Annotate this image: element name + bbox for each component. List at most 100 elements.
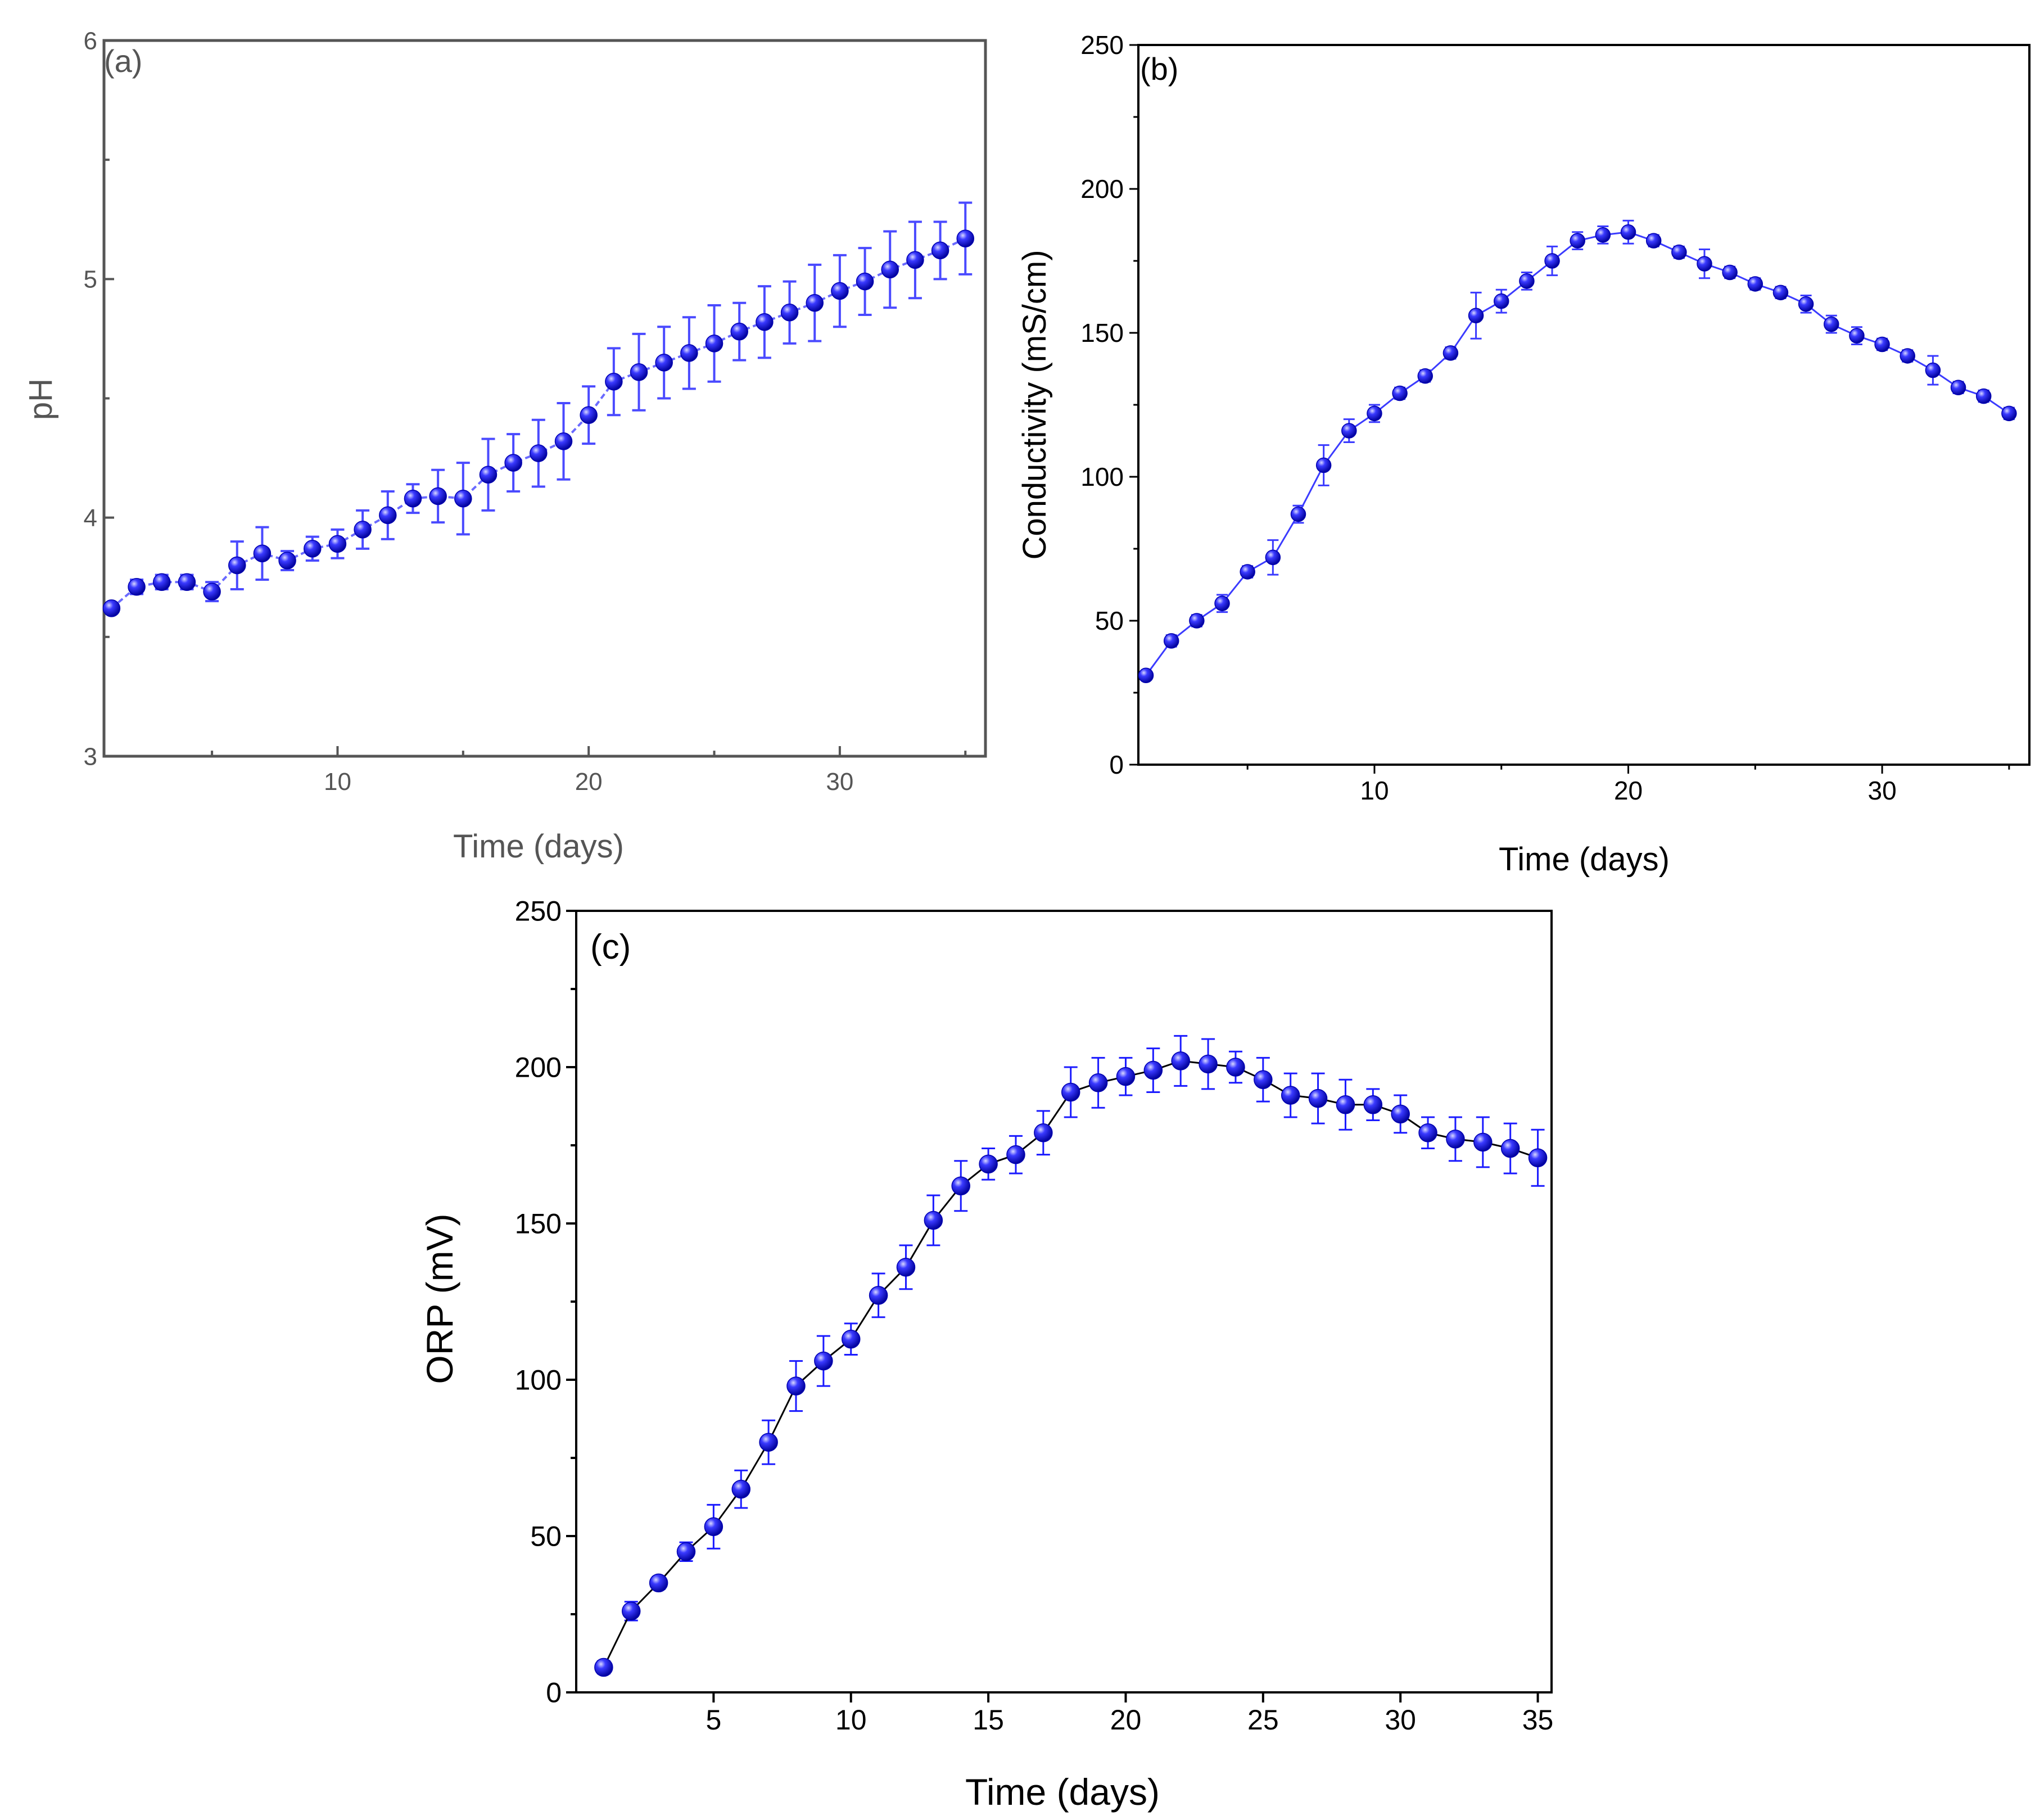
data-point <box>1493 293 1509 309</box>
y-tick-label: 150 <box>1080 318 1124 347</box>
data-point <box>253 544 272 563</box>
data-point <box>1240 564 1255 580</box>
data-point <box>1006 1145 1025 1164</box>
data-point <box>594 1658 613 1677</box>
panel-a-x-axis-label: Time (days) <box>453 828 624 865</box>
data-point <box>102 599 121 617</box>
data-point <box>1925 362 1941 378</box>
data-point <box>680 344 698 362</box>
y-tick-label: 0 <box>546 1677 562 1709</box>
panel-b-x-axis-label: Time (days) <box>1499 841 1670 878</box>
data-point <box>1473 1132 1493 1152</box>
data-point <box>1363 1095 1383 1114</box>
data-point <box>278 552 296 570</box>
data-point <box>1570 233 1585 249</box>
data-point <box>1950 380 1966 396</box>
data-point <box>203 582 221 600</box>
data-point <box>580 406 598 424</box>
data-point <box>1645 233 1662 249</box>
data-point <box>454 489 472 508</box>
x-tick-label: 10 <box>1360 776 1389 805</box>
data-point <box>1061 1082 1080 1102</box>
data-point <box>856 272 874 291</box>
data-point <box>1528 1148 1548 1167</box>
data-point <box>1722 264 1738 281</box>
data-point <box>1595 227 1611 243</box>
panel-b-ticks <box>1129 44 2010 774</box>
data-point <box>354 521 372 539</box>
data-point <box>1392 385 1408 401</box>
data-point <box>896 1258 916 1277</box>
data-point <box>1824 316 1839 332</box>
x-tick-label: 30 <box>1868 776 1897 805</box>
x-tick-label: 20 <box>1110 1704 1142 1736</box>
x-tick-label: 5 <box>706 1704 721 1736</box>
data-point <box>1519 273 1535 289</box>
data-point <box>806 294 824 312</box>
y-tick-label: 5 <box>84 266 97 293</box>
data-point <box>228 556 246 575</box>
panel-c-orp-chart: 5 10 15 20 25 30 35 0 50 100 150 200 250 (c) Time (d… <box>419 896 1553 1813</box>
panel-b-tick-labels: 10 20 30 0 50 100 150 200 250 <box>1080 30 1896 805</box>
data-point <box>956 229 975 247</box>
data-point <box>1088 1073 1108 1092</box>
y-tick-label: 200 <box>1080 174 1124 204</box>
panel-a-tick-labels: 10 20 30 3 4 5 6 <box>84 27 854 796</box>
data-point <box>429 487 447 505</box>
data-point <box>869 1286 888 1305</box>
data-point <box>128 577 146 596</box>
panel-b-conductivity-chart: 10 20 30 0 50 100 150 200 250 (b) Time (days) Co… <box>1016 30 2031 878</box>
data-point <box>780 303 799 322</box>
data-point <box>630 363 648 381</box>
y-tick-label: 200 <box>515 1052 562 1083</box>
data-point <box>1697 256 1712 272</box>
data-point <box>906 251 924 269</box>
data-point <box>881 260 899 279</box>
x-tick-label: 25 <box>1247 1704 1279 1736</box>
x-tick-label: 15 <box>973 1704 1004 1736</box>
data-point <box>1620 224 1636 240</box>
data-point <box>1171 1051 1190 1071</box>
data-point <box>756 313 774 331</box>
data-point <box>705 335 723 353</box>
data-point <box>931 241 949 260</box>
data-point <box>730 322 748 341</box>
panel-b-label: (b) <box>1140 51 1178 87</box>
data-point <box>1671 244 1687 260</box>
data-point <box>1265 549 1281 566</box>
panel-b-data-points <box>1138 224 2017 684</box>
data-point <box>479 466 498 484</box>
data-point <box>759 1433 778 1452</box>
data-point <box>1975 388 1992 404</box>
data-point <box>1446 1130 1465 1149</box>
data-point <box>1034 1123 1053 1142</box>
panel-c-ticks <box>566 910 1539 1702</box>
data-point <box>379 506 397 525</box>
data-point <box>704 1517 723 1537</box>
data-point <box>1315 457 1332 473</box>
data-point <box>1442 345 1459 361</box>
data-point <box>1214 595 1230 612</box>
y-tick-label: 0 <box>1109 750 1124 779</box>
data-point <box>1308 1089 1328 1108</box>
data-point <box>2001 405 2017 422</box>
data-point <box>1189 613 1205 629</box>
data-point <box>1116 1067 1136 1086</box>
data-point <box>404 489 422 508</box>
data-point <box>1367 405 1382 422</box>
y-tick-label: 250 <box>515 896 562 927</box>
y-tick-label: 100 <box>1080 462 1124 491</box>
panel-c-label: (c) <box>590 928 631 967</box>
x-tick-label: 30 <box>826 768 853 796</box>
data-point <box>1417 368 1433 384</box>
data-point <box>979 1154 998 1174</box>
data-point <box>504 454 522 472</box>
y-tick-label: 4 <box>84 504 97 532</box>
data-point <box>1772 284 1789 301</box>
data-point <box>786 1376 806 1396</box>
data-point <box>1418 1123 1437 1142</box>
data-point <box>1226 1058 1245 1077</box>
data-point <box>1143 1060 1163 1080</box>
data-point <box>814 1351 833 1371</box>
